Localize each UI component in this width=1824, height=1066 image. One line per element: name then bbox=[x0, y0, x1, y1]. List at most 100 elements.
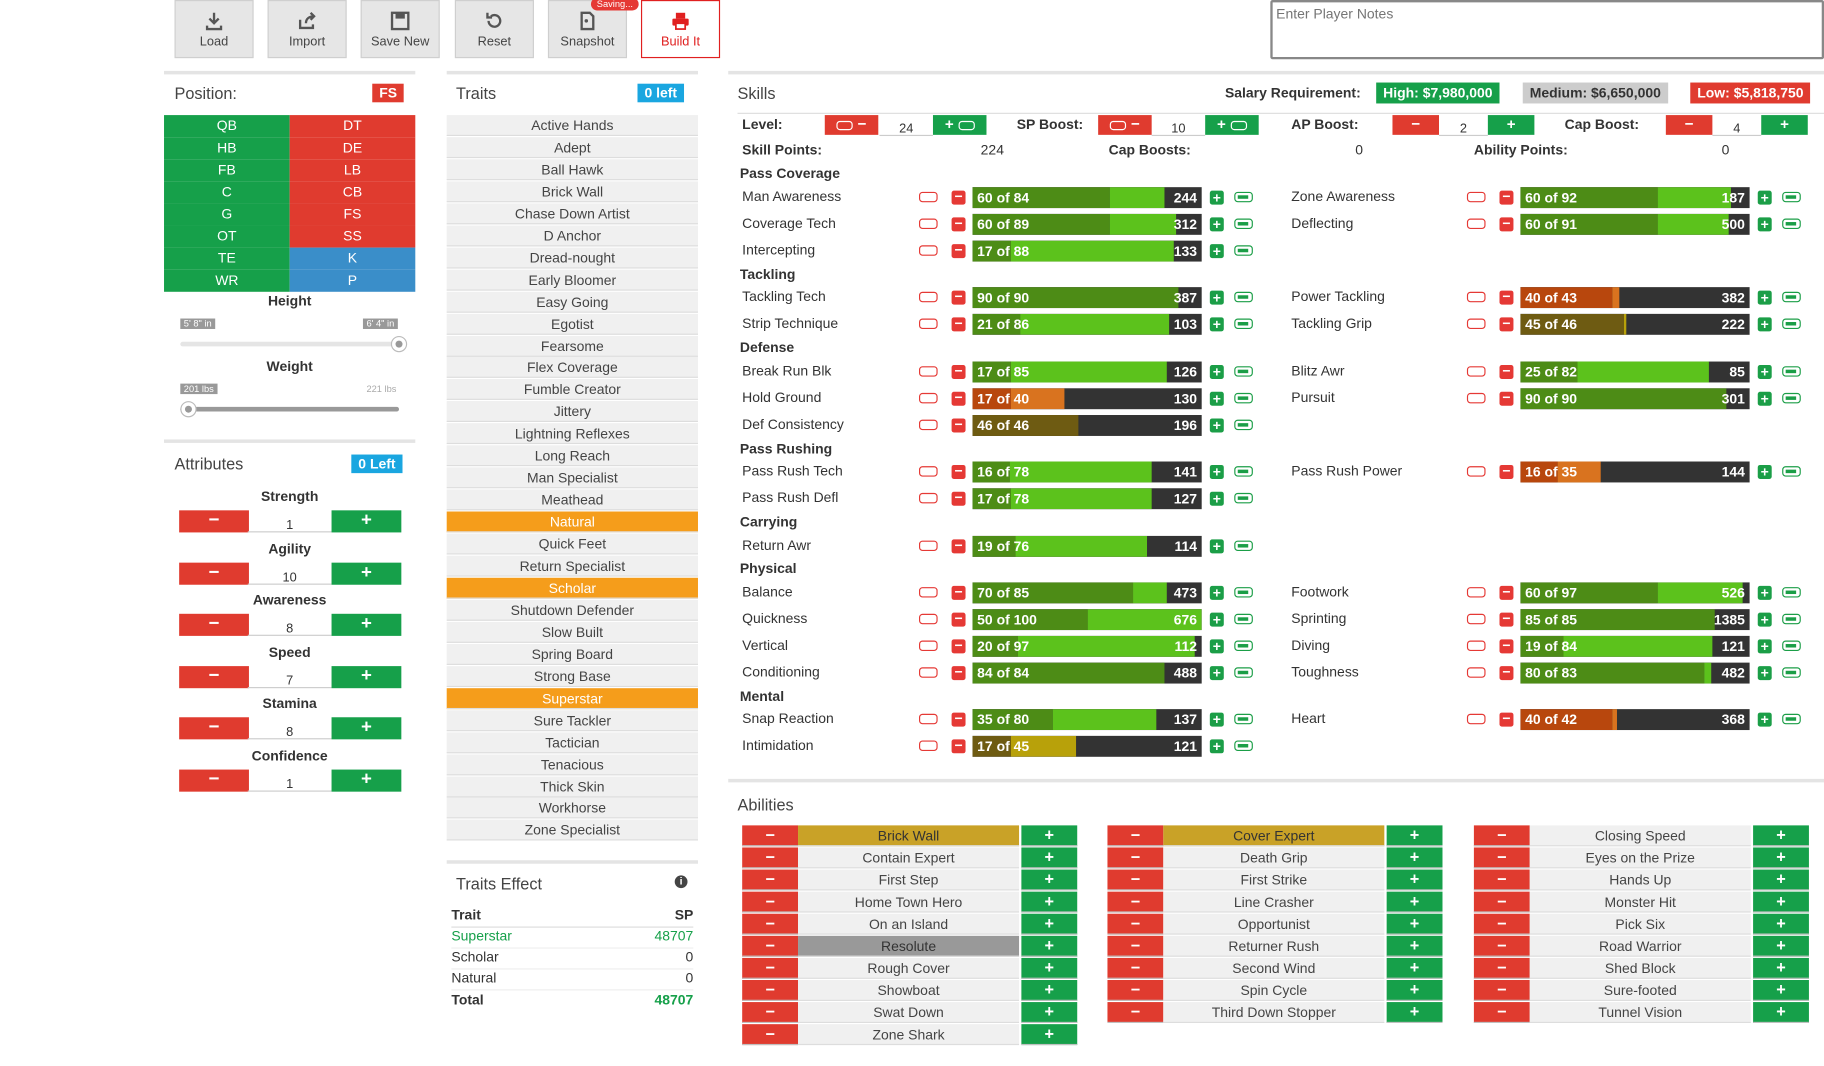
trait-egotist[interactable]: Egotist bbox=[446, 313, 698, 335]
plus-icon[interactable]: + bbox=[1209, 317, 1224, 332]
min-lock-icon[interactable] bbox=[919, 667, 938, 678]
minus-icon[interactable]: − bbox=[951, 243, 966, 259]
ability-first-strike[interactable]: First Strike bbox=[1163, 869, 1385, 891]
ability-plus-button[interactable]: + bbox=[1753, 825, 1809, 847]
max-battery-icon[interactable] bbox=[1234, 540, 1253, 552]
trait-zone-specialist[interactable]: Zone Specialist bbox=[446, 820, 698, 841]
ability-minus-button[interactable]: − bbox=[1473, 847, 1530, 869]
min-lock-icon[interactable] bbox=[919, 740, 938, 751]
trait-d-anchor[interactable]: D Anchor bbox=[446, 225, 698, 247]
min-lock-icon[interactable] bbox=[1466, 392, 1486, 404]
plus-icon[interactable]: + bbox=[1209, 739, 1224, 754]
max-battery-icon[interactable] bbox=[1234, 492, 1253, 504]
min-lock-icon[interactable] bbox=[919, 613, 938, 625]
max-battery-icon[interactable] bbox=[1234, 318, 1253, 329]
plus-icon[interactable]: + bbox=[1209, 712, 1224, 727]
trait-man-specialist[interactable]: Man Specialist bbox=[446, 467, 698, 489]
max-battery-icon[interactable] bbox=[1782, 667, 1801, 678]
position-cb[interactable]: CB bbox=[289, 181, 416, 204]
ability-tunnel-vision[interactable]: Tunnel Vision bbox=[1529, 1001, 1751, 1023]
ability-plus-button[interactable]: + bbox=[1753, 913, 1809, 935]
minus-icon[interactable]: − bbox=[951, 491, 966, 506]
plus-icon[interactable]: + bbox=[1209, 612, 1224, 627]
ability-showboat[interactable]: Showboat bbox=[798, 979, 1020, 1001]
ability-plus-button[interactable]: + bbox=[1753, 935, 1809, 957]
max-battery-icon[interactable] bbox=[1234, 713, 1253, 725]
ability-plus-button[interactable]: + bbox=[1386, 935, 1443, 957]
minus-icon[interactable]: − bbox=[1499, 638, 1514, 654]
position-fs[interactable]: FS bbox=[289, 203, 416, 226]
ability-spin-cycle[interactable]: Spin Cycle bbox=[1163, 979, 1385, 1001]
trait-jittery[interactable]: Jittery bbox=[446, 401, 698, 423]
ability-plus-button[interactable]: + bbox=[1021, 957, 1078, 979]
ability-minus-button[interactable]: − bbox=[1473, 913, 1530, 935]
trait-flex-coverage[interactable]: Flex Coverage bbox=[446, 357, 698, 379]
ability-minus-button[interactable]: − bbox=[742, 1023, 799, 1045]
trait-thick-skin[interactable]: Thick Skin bbox=[446, 775, 698, 797]
min-lock-icon[interactable] bbox=[919, 640, 938, 651]
minus-icon[interactable]: − bbox=[951, 417, 966, 433]
minus-icon[interactable]: − bbox=[1499, 611, 1514, 627]
minus-icon[interactable]: − bbox=[1499, 216, 1514, 232]
minus-icon[interactable]: − bbox=[1499, 464, 1514, 479]
ability-plus-button[interactable]: + bbox=[1021, 891, 1078, 913]
minus-icon[interactable]: − bbox=[951, 316, 966, 332]
max-battery-icon[interactable] bbox=[1782, 191, 1801, 203]
min-lock-icon[interactable] bbox=[1466, 713, 1486, 725]
ability-minus-button[interactable]: − bbox=[1107, 979, 1164, 1001]
min-lock-icon[interactable] bbox=[919, 713, 938, 725]
max-battery-icon[interactable] bbox=[1234, 740, 1253, 751]
ability-minus-button[interactable]: − bbox=[1473, 869, 1530, 891]
max-battery-icon[interactable] bbox=[1234, 419, 1253, 431]
ability-plus-button[interactable]: + bbox=[1021, 1001, 1078, 1023]
ability-plus-button[interactable]: + bbox=[1021, 1023, 1078, 1045]
trait-meathead[interactable]: Meathead bbox=[446, 489, 698, 511]
min-lock-icon[interactable] bbox=[919, 466, 938, 477]
trait-quick-feet[interactable]: Quick Feet bbox=[446, 533, 698, 555]
plus-icon[interactable]: + bbox=[1757, 612, 1772, 627]
ability-plus-button[interactable]: + bbox=[1753, 869, 1809, 891]
agility-minus-button[interactable]: − bbox=[179, 562, 249, 585]
position-qb[interactable]: QB bbox=[164, 115, 290, 138]
max-battery-icon[interactable] bbox=[1234, 392, 1253, 404]
info-icon[interactable]: i bbox=[674, 875, 688, 889]
trait-return-specialist[interactable]: Return Specialist bbox=[446, 555, 698, 577]
minus-icon[interactable]: − bbox=[1499, 289, 1514, 305]
plus-icon[interactable]: + bbox=[1209, 639, 1224, 654]
ability-minus-button[interactable]: − bbox=[742, 847, 799, 869]
ability-resolute[interactable]: Resolute bbox=[798, 935, 1020, 957]
minus-icon[interactable]: − bbox=[951, 738, 966, 754]
save-new-button[interactable]: Save New bbox=[360, 0, 440, 59]
max-battery-icon[interactable] bbox=[1234, 640, 1253, 651]
ability-minus-button[interactable]: − bbox=[742, 957, 799, 979]
minus-icon[interactable]: − bbox=[1499, 665, 1514, 681]
plus-icon[interactable]: + bbox=[1757, 317, 1772, 332]
ability-plus-button[interactable]: + bbox=[1386, 847, 1443, 869]
minus-icon[interactable]: − bbox=[951, 189, 966, 205]
trait-adept[interactable]: Adept bbox=[446, 137, 698, 159]
trait-tactician[interactable]: Tactician bbox=[446, 731, 698, 753]
ability-plus-button[interactable]: + bbox=[1386, 913, 1443, 935]
max-battery-icon[interactable] bbox=[1234, 466, 1253, 477]
plus-icon[interactable]: + bbox=[1757, 465, 1772, 479]
stamina-minus-button[interactable]: − bbox=[179, 717, 249, 740]
plus-icon[interactable]: + bbox=[1757, 391, 1772, 406]
trait-dread-nought[interactable]: Dread-nought bbox=[446, 247, 698, 269]
ability-first-step[interactable]: First Step bbox=[798, 869, 1020, 891]
ability-plus-button[interactable]: + bbox=[1386, 825, 1443, 847]
trait-brick-wall[interactable]: Brick Wall bbox=[446, 181, 698, 203]
ability-monster-hit[interactable]: Monster Hit bbox=[1529, 891, 1751, 913]
min-lock-icon[interactable] bbox=[919, 318, 938, 329]
ability-plus-button[interactable]: + bbox=[1386, 979, 1443, 1001]
max-battery-icon[interactable] bbox=[1782, 613, 1801, 625]
trait-easy-going[interactable]: Easy Going bbox=[446, 291, 698, 313]
ability-minus-button[interactable]: − bbox=[1107, 825, 1164, 847]
max-battery-icon[interactable] bbox=[1234, 191, 1253, 203]
ability-minus-button[interactable]: − bbox=[1107, 847, 1164, 869]
strength-plus-button[interactable]: + bbox=[331, 510, 402, 533]
minus-icon[interactable]: − bbox=[951, 216, 966, 232]
min-lock-icon[interactable] bbox=[1466, 291, 1486, 303]
minus-icon[interactable]: − bbox=[1499, 585, 1514, 600]
position-k[interactable]: K bbox=[289, 247, 416, 270]
min-lock-icon[interactable] bbox=[1466, 366, 1486, 377]
